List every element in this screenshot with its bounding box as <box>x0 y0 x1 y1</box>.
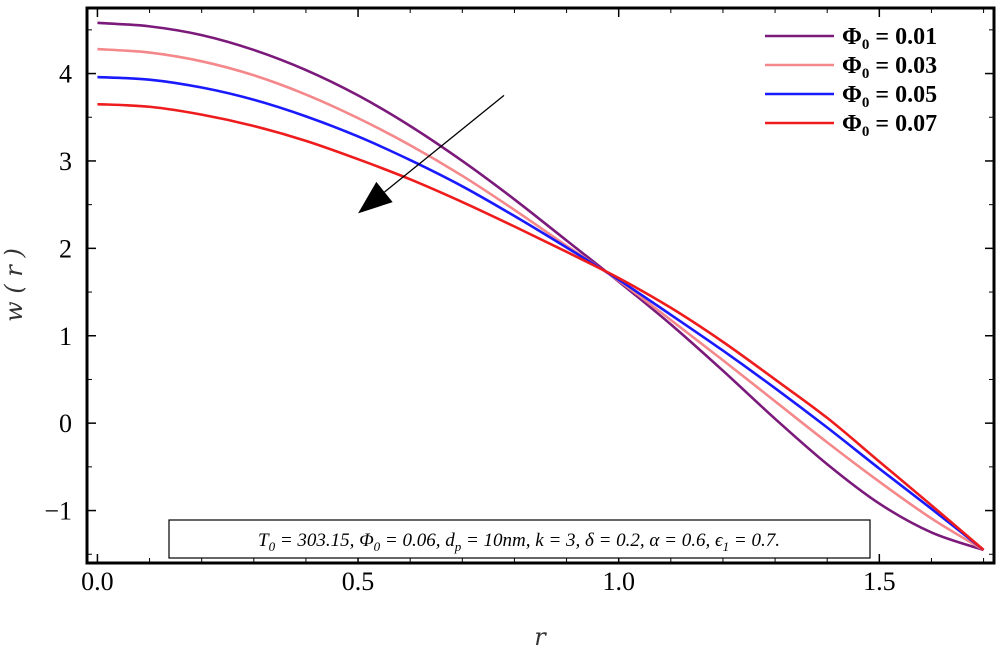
y-tick-label: 4 <box>59 60 72 89</box>
x-tick-label: 1.5 <box>863 567 896 596</box>
series-line <box>97 21 984 552</box>
annotation-box <box>168 519 871 559</box>
y-tick-label: −1 <box>44 497 72 526</box>
legend-label: Φ0 = 0.07 <box>842 111 937 140</box>
plot-frame <box>85 6 996 565</box>
legend-label: Φ0 = 0.05 <box>842 82 937 111</box>
arrow-shaft <box>384 94 505 193</box>
y-tick-label: 1 <box>59 322 72 351</box>
axis-tick-labels: 0.0 0.5 1.0 1.5 −1 0 1 2 3 4 <box>44 60 895 596</box>
x-axis-title: r <box>534 623 547 651</box>
y-tick-label: 3 <box>59 147 72 176</box>
y-tick-label: 2 <box>59 234 72 263</box>
arrow-head <box>358 181 393 214</box>
x-tick-label: 1.0 <box>602 567 635 596</box>
x-tick-label: 0.0 <box>81 567 114 596</box>
axis-ticks <box>87 8 994 563</box>
series-line <box>97 102 985 551</box>
y-tick-label: 0 <box>59 409 72 438</box>
parameter-annotation: T0 = 303.15, Φ0 = 0.06, dp = 10nm, k = 3… <box>168 519 871 559</box>
legend-label: Φ0 = 0.03 <box>842 53 937 82</box>
legend-label: Φ0 = 0.01 <box>842 24 937 53</box>
series-line <box>97 75 985 551</box>
data-series <box>97 21 985 552</box>
x-tick-label: 0.5 <box>342 567 375 596</box>
trend-arrow <box>358 94 505 214</box>
y-axis-title: w ( r ) <box>0 248 28 322</box>
annotation-text: T0 = 303.15, Φ0 = 0.06, dp = 10nm, k = 3… <box>258 530 780 554</box>
series-line <box>97 47 985 552</box>
